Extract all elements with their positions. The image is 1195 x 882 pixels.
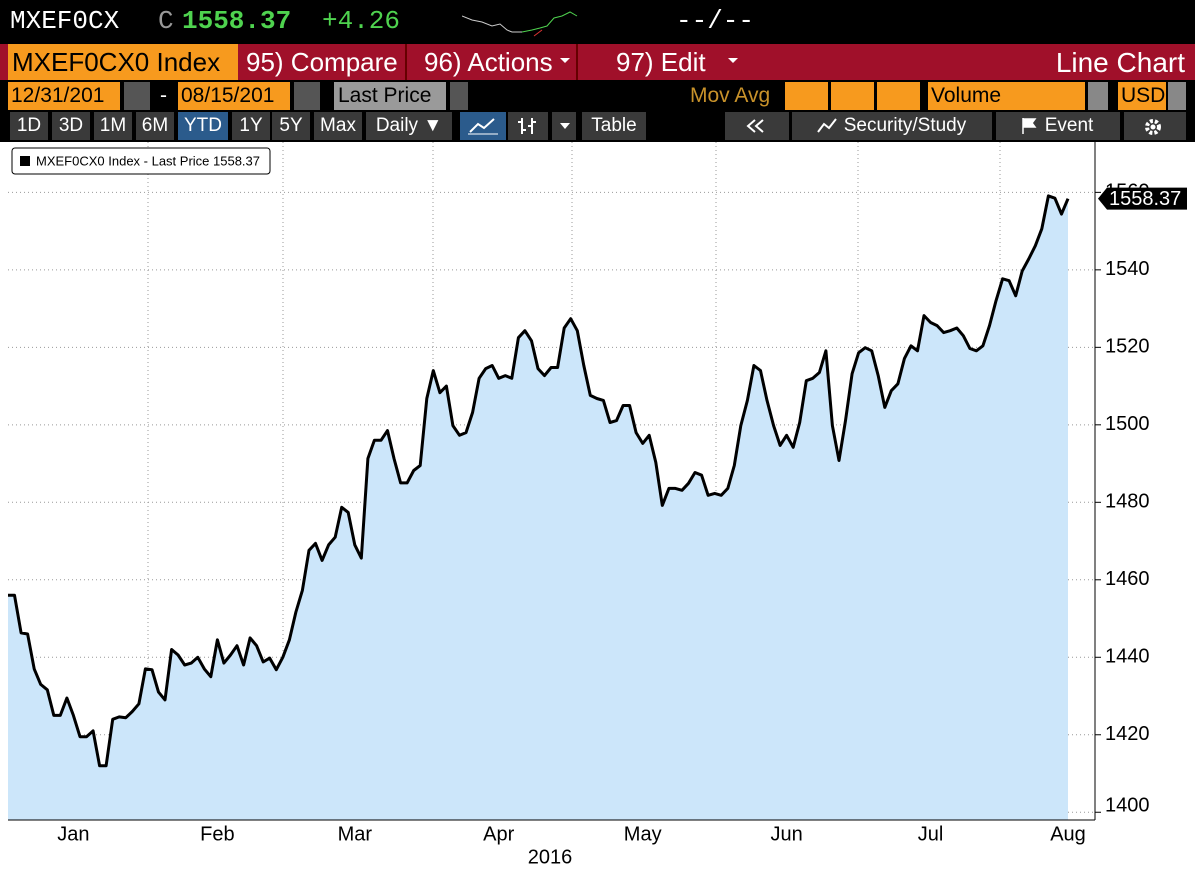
field[interactable]: Last Price bbox=[334, 82, 446, 110]
start-date[interactable]: 12/31/201 bbox=[8, 82, 120, 110]
change: +4.26 bbox=[322, 6, 401, 36]
table[interactable]: Table bbox=[582, 112, 646, 140]
dropdown[interactable] bbox=[1088, 82, 1108, 110]
calendar[interactable] bbox=[124, 82, 150, 110]
end-date[interactable]: 08/15/201 bbox=[178, 82, 290, 110]
x-axis-label: 2016 bbox=[528, 846, 573, 868]
separator bbox=[576, 44, 578, 80]
menu-arrows bbox=[560, 58, 738, 63]
study-input[interactable] bbox=[785, 82, 828, 110]
legend-label: MXEF0CX0 Index - Last Price 1558.37 bbox=[36, 153, 260, 168]
time: --/-- bbox=[676, 6, 755, 36]
price: 1558.37 bbox=[182, 6, 292, 36]
calendar[interactable] bbox=[294, 82, 320, 110]
gear-icon bbox=[1145, 119, 1161, 135]
period[interactable]: YTD bbox=[178, 112, 228, 140]
compare-menu[interactable]: 95) Compare bbox=[246, 47, 398, 77]
x-tick-label: Jun bbox=[771, 823, 803, 845]
period[interactable]: 5Y bbox=[272, 112, 310, 140]
x-tick-label: Mar bbox=[338, 823, 373, 845]
event[interactable]: Event bbox=[996, 112, 1120, 140]
dash: - bbox=[160, 84, 167, 107]
period[interactable]: 3D bbox=[52, 112, 90, 140]
y-tick-label: 1400 bbox=[1105, 794, 1150, 816]
currency[interactable]: USD bbox=[1118, 82, 1166, 110]
y-tick-label: 1460 bbox=[1105, 568, 1150, 590]
mode-icons bbox=[468, 118, 570, 135]
x-tick-label: Apr bbox=[483, 823, 514, 845]
flag: C bbox=[158, 6, 174, 36]
period[interactable]: 1D bbox=[10, 112, 48, 140]
study-icon bbox=[817, 118, 837, 133]
period[interactable]: 6M bbox=[136, 112, 174, 140]
ticker: MXEF0CX bbox=[10, 6, 120, 36]
last-price-tag bbox=[1098, 187, 1187, 210]
period[interactable]: 1Y bbox=[232, 112, 270, 140]
chart-type: Line Chart bbox=[1055, 47, 1185, 78]
y-tick-label: 1440 bbox=[1105, 646, 1150, 668]
frequency[interactable]: Daily ▼ bbox=[366, 112, 452, 140]
y-tick-label: 1500 bbox=[1105, 413, 1150, 435]
x-tick-label: Jul bbox=[918, 823, 944, 845]
edit-menu[interactable]: 97) Edit bbox=[616, 47, 706, 77]
y-tick-label: 1480 bbox=[1105, 491, 1150, 513]
chevrons bbox=[746, 119, 764, 133]
actions-menu[interactable]: 96) Actions bbox=[424, 47, 553, 77]
period[interactable]: Max bbox=[314, 112, 362, 140]
y-tick-label: 1540 bbox=[1105, 258, 1150, 280]
legend-swatch bbox=[20, 156, 30, 166]
x-tick-label: Jan bbox=[57, 823, 89, 845]
last-price-label: 1558.37 bbox=[1109, 188, 1181, 210]
volume[interactable]: Volume bbox=[928, 82, 1085, 110]
dropdown[interactable] bbox=[450, 82, 468, 110]
y-tick-label: 1420 bbox=[1105, 723, 1150, 745]
legend-box bbox=[11, 147, 271, 175]
study-input[interactable] bbox=[877, 82, 920, 110]
period[interactable]: 1M bbox=[94, 112, 132, 140]
dropdown[interactable] bbox=[1168, 82, 1186, 110]
security[interactable]: MXEF0CX0 Index bbox=[8, 44, 238, 80]
flag-icon bbox=[1022, 118, 1037, 134]
y-tick-label: 1520 bbox=[1105, 336, 1150, 358]
x-tick-label: Feb bbox=[200, 823, 234, 845]
sparkline bbox=[462, 11, 578, 37]
x-tick-label: May bbox=[624, 823, 662, 845]
study-input[interactable] bbox=[831, 82, 874, 110]
study[interactable]: Mov Avg bbox=[690, 84, 771, 107]
line bbox=[8, 194, 1070, 768]
security-study[interactable]: Security/Study bbox=[792, 112, 992, 140]
x-tick-label: Aug bbox=[1050, 823, 1086, 845]
separator bbox=[405, 44, 407, 80]
line-mode[interactable] bbox=[460, 112, 506, 140]
